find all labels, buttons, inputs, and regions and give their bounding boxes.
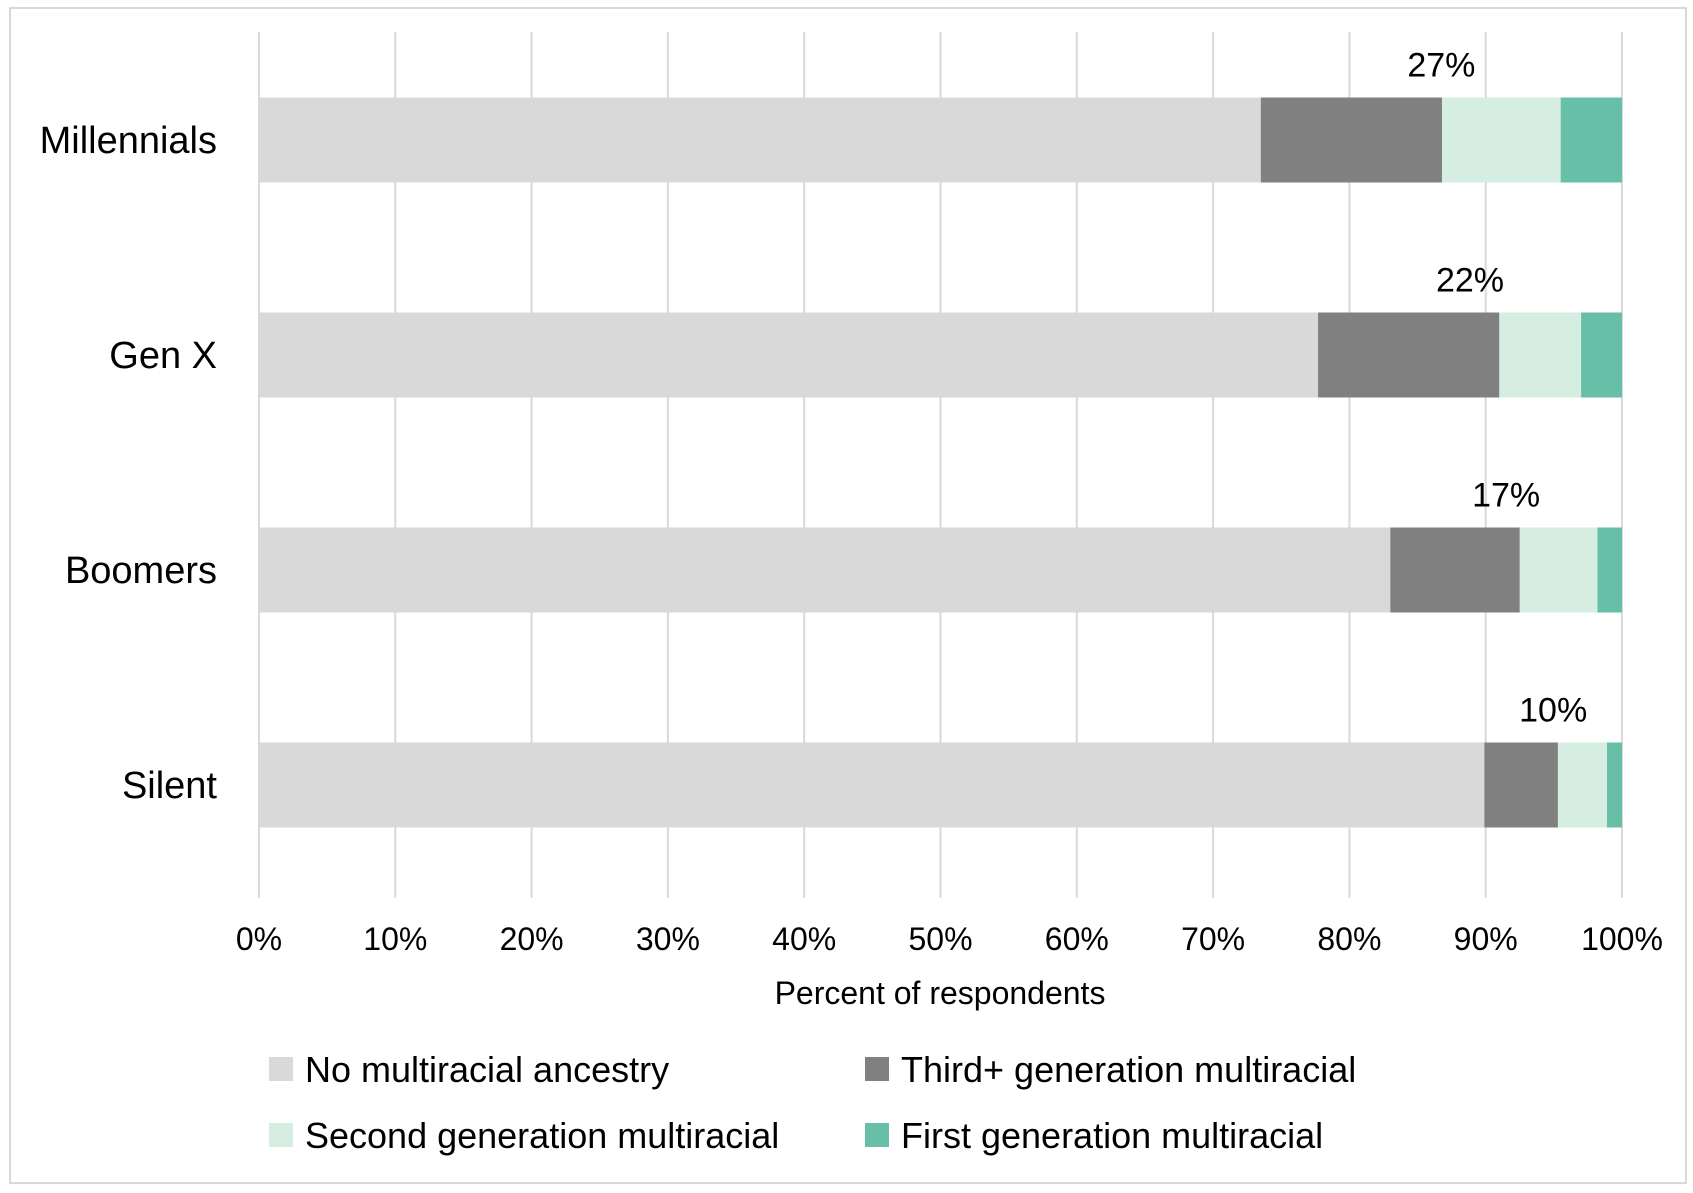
bar-segment: [1260, 97, 1443, 183]
legend-swatch: [865, 1057, 889, 1081]
bar-segment: [1484, 742, 1558, 828]
x-tick-label: 70%: [1181, 921, 1245, 957]
bar-segment: [1519, 527, 1598, 613]
legend-label: Third+ generation multiracial: [901, 1049, 1356, 1090]
bars: [259, 97, 1622, 828]
x-tick-label: 60%: [1045, 921, 1109, 957]
legend: No multiracial ancestry Third+ generation…: [269, 1049, 1356, 1156]
labels: 0% 10% 20% 30% 40% 50% 60% 70% 80% 90% 100% Millenn…: [40, 47, 1663, 958]
bar-segment: [1442, 97, 1561, 183]
data-label: 22%: [1436, 262, 1504, 300]
x-tick-label: 50%: [908, 921, 972, 957]
bar-segment: [1390, 527, 1520, 613]
bar-segment: [1499, 312, 1582, 398]
bar-segment: [1607, 742, 1622, 828]
x-tick-label: 40%: [772, 921, 836, 957]
data-label: 10%: [1519, 692, 1587, 730]
data-label: 17%: [1472, 477, 1540, 515]
legend-label: First generation multiracial: [901, 1115, 1323, 1156]
bar-segment: [259, 312, 1319, 398]
bar-segment: [259, 97, 1261, 183]
category-label: Silent: [122, 765, 217, 807]
bar-segment: [1560, 97, 1622, 183]
data-label: 27%: [1407, 47, 1475, 85]
category-label: Gen X: [109, 335, 217, 377]
bar-segment: [1557, 742, 1608, 828]
bar-segment: [259, 742, 1485, 828]
x-tick-label: 100%: [1581, 921, 1663, 957]
x-tick-label: 80%: [1317, 921, 1381, 957]
x-tick-label: 10%: [363, 921, 427, 957]
legend-label: Second generation multiracial: [305, 1115, 779, 1156]
legend-swatch: [865, 1123, 889, 1147]
bar-segment: [259, 527, 1391, 613]
bar-segment: [1318, 312, 1500, 398]
bar-segment: [1597, 527, 1622, 613]
category-label: Boomers: [65, 550, 217, 592]
x-tick-label: 90%: [1454, 921, 1518, 957]
x-tick-label: 0%: [236, 921, 282, 957]
x-tick-label: 20%: [500, 921, 564, 957]
legend-swatch: [269, 1123, 293, 1147]
legend-label: No multiracial ancestry: [305, 1049, 669, 1090]
legend-swatch: [269, 1057, 293, 1081]
x-axis-title: Percent of respondents: [775, 975, 1106, 1011]
x-tick-label: 30%: [636, 921, 700, 957]
bar-segment: [1581, 312, 1622, 398]
category-label: Millennials: [40, 120, 217, 162]
